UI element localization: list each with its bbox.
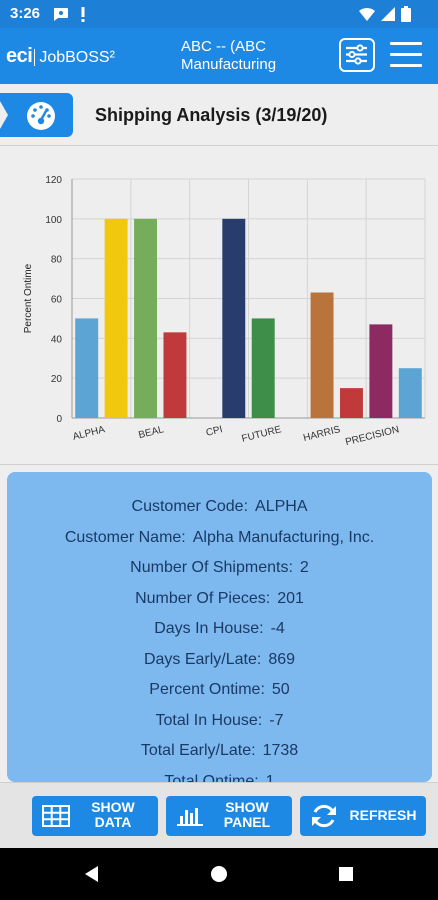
bar	[75, 318, 99, 418]
y-axis-label: Percent Ontime	[23, 263, 34, 333]
x-tick-label: PRECISION	[344, 424, 400, 448]
alert-icon	[81, 7, 85, 22]
detail-row: Number Of Pieces: 201	[7, 584, 432, 615]
x-tick-label: HARRIS	[302, 424, 342, 444]
detail-row: Days In House: -4	[7, 614, 432, 645]
bar	[310, 292, 334, 418]
x-tick-label: FUTURE	[241, 424, 283, 445]
detail-label: Customer Name:	[64, 528, 186, 546]
dashboard-gauge-icon	[0, 101, 55, 130]
bottom-toolbar: SHOW DATA SHOW PANEL REFRESH	[0, 782, 438, 848]
bar	[251, 318, 275, 418]
app-bar: eci JobBOSS² ABC -- (ABC Manufacturing	[0, 28, 438, 84]
detail-value: 1	[265, 772, 275, 783]
bar	[222, 218, 246, 418]
x-tick-label: BEAL	[137, 424, 165, 441]
detail-value: 50	[271, 681, 290, 698]
detail-label: Days Early/Late:	[143, 650, 262, 668]
detail-row: Percent Ontime: 50	[7, 675, 432, 706]
detail-row: Customer Name: Alpha Manufacturing, Inc.	[7, 523, 432, 554]
detail-row: Customer Code: ALPHA	[7, 492, 432, 523]
detail-value: -7	[269, 711, 284, 729]
logo-product: JobBOSS²	[34, 49, 115, 66]
chat-bubble-icon	[54, 8, 68, 21]
show-panel-button[interactable]: SHOW PANEL	[166, 796, 292, 836]
home-icon[interactable]	[210, 865, 228, 883]
status-bar: 3:26	[0, 0, 438, 28]
bar	[104, 218, 128, 418]
logo-eci: eci	[6, 45, 33, 67]
bar	[398, 368, 422, 418]
detail-label: Total Early/Late:	[140, 742, 256, 759]
hamburger-menu-icon[interactable]	[390, 42, 422, 68]
back-icon[interactable]	[83, 865, 101, 883]
bar	[163, 332, 187, 418]
app-logo: eci JobBOSS²	[6, 45, 115, 68]
show-data-button[interactable]: SHOW DATA	[32, 796, 158, 836]
company-name: ABC -- (ABC Manufacturing	[181, 38, 277, 73]
filter-settings-icon	[346, 44, 367, 65]
y-tick-label: 20	[51, 374, 63, 385]
detail-value: ALPHA	[255, 498, 308, 515]
table-grid-icon	[42, 805, 70, 827]
chart-area: 0 20 40 60 80 100 120 ALPHA BEAL CPI FUTURE HARRIS P…	[0, 147, 438, 465]
show-panel-line2: PANEL	[223, 814, 271, 830]
detail-value: 201	[277, 589, 304, 607]
detail-row: Total Early/Late: 1738	[7, 736, 432, 767]
page-title-text: Shipping Analysis	[95, 105, 251, 125]
dashboard-button[interactable]	[0, 93, 73, 137]
recents-icon[interactable]	[337, 865, 355, 883]
detail-label: Percent Ontime:	[149, 681, 265, 698]
refresh-label: REFRESH	[349, 807, 417, 823]
detail-row: Total Ontime: 1	[7, 767, 432, 783]
status-time: 3:26	[10, 5, 41, 22]
show-data-line2: DATA	[94, 814, 132, 830]
detail-label: Customer Code:	[131, 498, 249, 515]
refresh-icon	[312, 804, 336, 828]
detail-label: Days In House:	[154, 620, 264, 637]
details-panel: Customer Code: ALPHA Customer Name: Alpha M…	[7, 472, 432, 782]
y-tick-label: 0	[56, 414, 62, 425]
detail-value: 869	[268, 650, 296, 668]
signal-icon	[381, 7, 395, 21]
detail-label: Total Ontime:	[164, 772, 259, 783]
bar	[369, 324, 393, 418]
page-title-date: (3/19/20)	[255, 105, 328, 125]
y-tick-label: 100	[45, 215, 62, 226]
detail-label: Total In House:	[155, 711, 263, 729]
wifi-icon	[359, 7, 375, 21]
system-nav-bar	[0, 848, 438, 900]
page-title: Shipping Analysis (3/19/20)	[95, 105, 327, 126]
y-tick-label: 40	[51, 334, 63, 345]
detail-row: Total In House: -7	[7, 706, 432, 737]
refresh-button[interactable]: REFRESH	[300, 796, 426, 836]
detail-value: 1738	[262, 742, 299, 759]
bar	[339, 388, 363, 418]
detail-row: Number Of Shipments: 2	[7, 553, 432, 584]
detail-label: Number Of Shipments:	[130, 559, 293, 576]
detail-value: Alpha Manufacturing, Inc.	[192, 528, 375, 546]
y-tick-label: 120	[45, 175, 62, 186]
y-tick-label: 60	[51, 295, 63, 306]
title-bar: Shipping Analysis (3/19/20)	[0, 84, 438, 146]
detail-value: -4	[270, 620, 285, 637]
detail-value: 2	[299, 559, 309, 576]
detail-label: Number Of Pieces:	[135, 589, 271, 607]
battery-icon	[401, 6, 411, 22]
x-tick-label: ALPHA	[72, 424, 107, 443]
show-panel-line1: SHOW	[225, 799, 269, 815]
y-tick-label: 80	[51, 255, 63, 266]
show-data-line1: SHOW	[91, 799, 135, 815]
bar-chart-icon	[177, 808, 203, 826]
filter-settings-button[interactable]	[339, 38, 375, 72]
x-tick-label: CPI	[205, 424, 224, 439]
bar	[134, 218, 158, 418]
detail-row: Days Early/Late: 869	[7, 645, 432, 676]
